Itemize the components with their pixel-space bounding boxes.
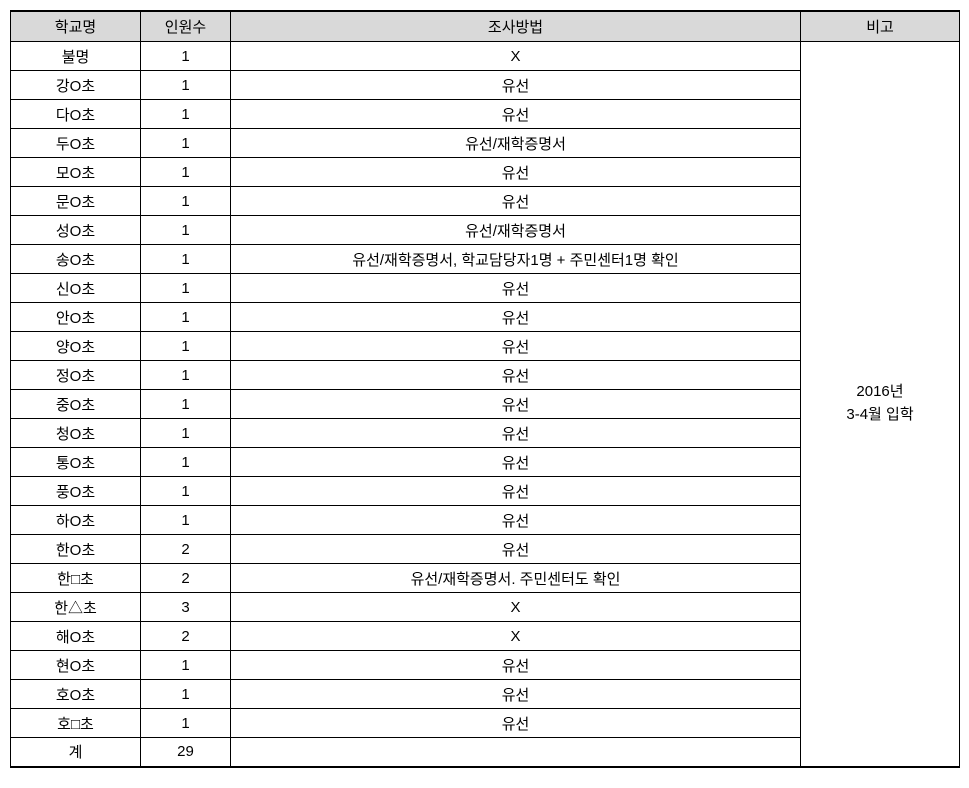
- cell-method: 유선/재학증명서, 학교담당자1명 + 주민센터1명 확인: [231, 245, 801, 274]
- cell-count: 1: [141, 71, 231, 100]
- cell-count: 1: [141, 129, 231, 158]
- cell-method: 유선: [231, 477, 801, 506]
- table-row: 불명1X2016년3-4월 입학: [11, 42, 960, 71]
- cell-school: 해O초: [11, 622, 141, 651]
- cell-method: X: [231, 593, 801, 622]
- cell-method: 유선: [231, 158, 801, 187]
- cell-method: 유선: [231, 506, 801, 535]
- cell-count: 1: [141, 361, 231, 390]
- cell-count: 1: [141, 680, 231, 709]
- cell-method: 유선/재학증명서: [231, 129, 801, 158]
- cell-count: 1: [141, 187, 231, 216]
- cell-count: 2: [141, 622, 231, 651]
- cell-school: 한O초: [11, 535, 141, 564]
- cell-method: 유선/재학증명서. 주민센터도 확인: [231, 564, 801, 593]
- note-line-2: 3-4월 입학: [809, 404, 951, 427]
- cell-count: 2: [141, 564, 231, 593]
- cell-count: 3: [141, 593, 231, 622]
- note-line-1: 2016년: [809, 381, 951, 404]
- cell-school: 두O초: [11, 129, 141, 158]
- cell-method: 유선: [231, 332, 801, 361]
- cell-school: 호O초: [11, 680, 141, 709]
- cell-total-count: 29: [141, 738, 231, 767]
- cell-school: 풍O초: [11, 477, 141, 506]
- cell-school: 한□초: [11, 564, 141, 593]
- cell-count: 1: [141, 100, 231, 129]
- cell-total-method: [231, 738, 801, 767]
- cell-school: 신O초: [11, 274, 141, 303]
- cell-method: X: [231, 42, 801, 71]
- header-count: 인원수: [141, 11, 231, 42]
- header-method: 조사방법: [231, 11, 801, 42]
- cell-count: 1: [141, 506, 231, 535]
- cell-method: 유선: [231, 651, 801, 680]
- cell-method: 유선: [231, 419, 801, 448]
- cell-count: 1: [141, 245, 231, 274]
- cell-count: 1: [141, 216, 231, 245]
- cell-method: X: [231, 622, 801, 651]
- cell-count: 1: [141, 274, 231, 303]
- cell-count: 1: [141, 158, 231, 187]
- cell-school: 문O초: [11, 187, 141, 216]
- cell-method: 유선/재학증명서: [231, 216, 801, 245]
- cell-count: 1: [141, 709, 231, 738]
- cell-school: 하O초: [11, 506, 141, 535]
- cell-school: 정O초: [11, 361, 141, 390]
- cell-total-label: 계: [11, 738, 141, 767]
- cell-count: 1: [141, 477, 231, 506]
- header-school: 학교명: [11, 11, 141, 42]
- table-header-row: 학교명 인원수 조사방법 비고: [11, 11, 960, 42]
- cell-method: 유선: [231, 535, 801, 564]
- school-survey-table: 학교명 인원수 조사방법 비고 불명1X2016년3-4월 입학강O초1유선다O…: [10, 10, 960, 768]
- cell-method: 유선: [231, 390, 801, 419]
- cell-method: 유선: [231, 71, 801, 100]
- cell-method: 유선: [231, 361, 801, 390]
- cell-count: 2: [141, 535, 231, 564]
- cell-method: 유선: [231, 448, 801, 477]
- cell-school: 강O초: [11, 71, 141, 100]
- cell-count: 1: [141, 303, 231, 332]
- cell-method: 유선: [231, 100, 801, 129]
- cell-school: 송O초: [11, 245, 141, 274]
- cell-school: 호□초: [11, 709, 141, 738]
- cell-method: 유선: [231, 187, 801, 216]
- cell-school: 모O초: [11, 158, 141, 187]
- cell-count: 1: [141, 332, 231, 361]
- cell-school: 청O초: [11, 419, 141, 448]
- cell-count: 1: [141, 448, 231, 477]
- cell-method: 유선: [231, 274, 801, 303]
- cell-school: 성O초: [11, 216, 141, 245]
- cell-school: 중O초: [11, 390, 141, 419]
- cell-method: 유선: [231, 680, 801, 709]
- cell-school: 통O초: [11, 448, 141, 477]
- cell-school: 불명: [11, 42, 141, 71]
- cell-note: 2016년3-4월 입학: [801, 42, 960, 767]
- cell-school: 현O초: [11, 651, 141, 680]
- cell-count: 1: [141, 390, 231, 419]
- cell-school: 안O초: [11, 303, 141, 332]
- cell-school: 다O초: [11, 100, 141, 129]
- header-note: 비고: [801, 11, 960, 42]
- cell-school: 한△초: [11, 593, 141, 622]
- cell-method: 유선: [231, 303, 801, 332]
- cell-count: 1: [141, 651, 231, 680]
- cell-method: 유선: [231, 709, 801, 738]
- cell-count: 1: [141, 42, 231, 71]
- cell-school: 양O초: [11, 332, 141, 361]
- cell-count: 1: [141, 419, 231, 448]
